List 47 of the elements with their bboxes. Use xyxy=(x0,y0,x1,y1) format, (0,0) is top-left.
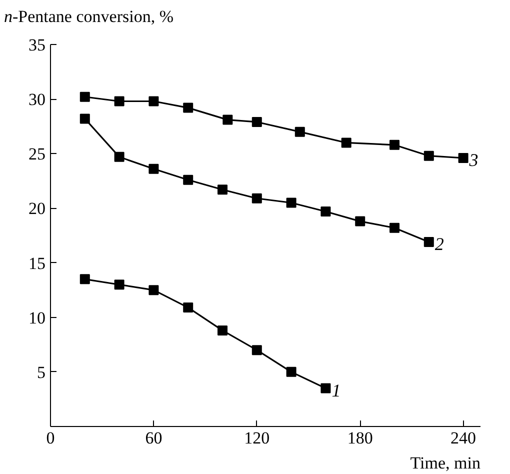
point xyxy=(252,345,262,356)
point xyxy=(114,280,124,290)
point xyxy=(320,383,331,394)
point xyxy=(218,184,228,195)
y-tick-label: 15 xyxy=(28,254,46,273)
point xyxy=(252,116,262,127)
point xyxy=(80,114,90,124)
point xyxy=(390,222,400,233)
y-tick-label: 5 xyxy=(37,362,46,382)
x-tick-label: 180 xyxy=(347,428,373,448)
point xyxy=(424,150,434,161)
point xyxy=(424,237,434,248)
x-tick-label: 120 xyxy=(244,428,270,448)
y-tick-label: 10 xyxy=(28,308,46,328)
x-tick-label: 60 xyxy=(145,428,162,448)
x-tick-label: 0 xyxy=(46,428,55,448)
point xyxy=(320,206,331,216)
point xyxy=(286,366,296,377)
point xyxy=(252,193,262,204)
y-axis-title: n-Pentane conversion, % xyxy=(4,6,174,28)
annotation: 1 xyxy=(332,380,341,400)
annotation: 2 xyxy=(434,234,444,254)
point xyxy=(294,126,305,137)
y-tick-label: 25 xyxy=(28,144,46,164)
point xyxy=(80,92,90,102)
x-tick-label: 240 xyxy=(450,428,476,448)
annotation: 3 xyxy=(468,150,478,170)
x-axis-title: Time, min xyxy=(410,454,481,472)
point xyxy=(355,216,366,226)
point xyxy=(390,140,400,150)
point xyxy=(148,96,159,106)
point xyxy=(148,285,159,296)
y-tick-label: 35 xyxy=(28,36,46,54)
point xyxy=(222,114,233,125)
point xyxy=(458,153,468,164)
point xyxy=(183,102,194,113)
y-tick-label: 20 xyxy=(28,199,46,218)
point xyxy=(183,302,194,313)
point xyxy=(341,138,352,148)
point xyxy=(114,96,124,106)
point xyxy=(80,274,90,284)
point xyxy=(114,152,124,162)
point xyxy=(218,325,228,336)
point xyxy=(148,164,159,174)
point xyxy=(183,174,194,185)
y-tick-label: 30 xyxy=(28,90,46,110)
point xyxy=(286,198,296,208)
